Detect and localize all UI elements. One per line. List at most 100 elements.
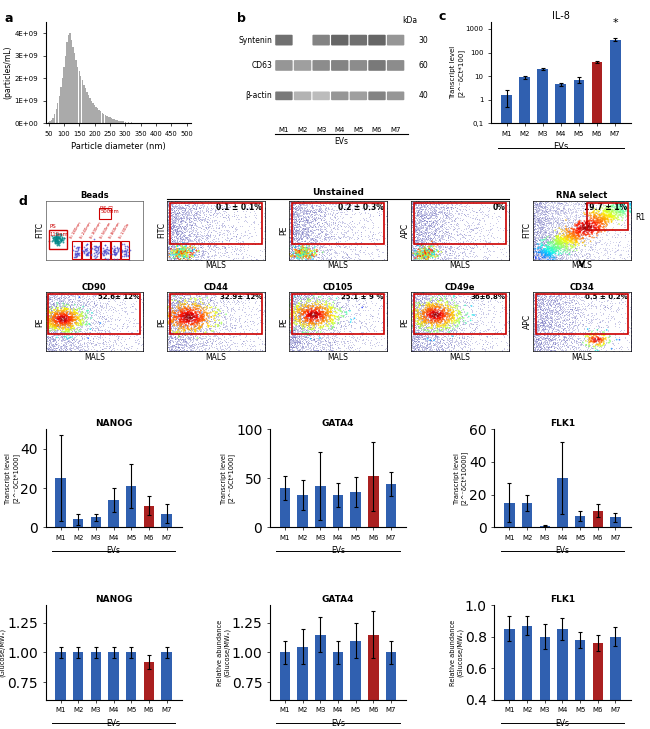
Point	[167, 246, 177, 258]
Point	[49, 321, 60, 332]
Point	[322, 202, 333, 214]
Point	[209, 316, 220, 328]
Point	[415, 229, 426, 241]
Point	[315, 343, 326, 354]
Point	[288, 295, 298, 306]
Point	[609, 201, 619, 213]
Point	[230, 200, 240, 211]
Point	[429, 314, 439, 326]
Point	[570, 241, 580, 252]
Point	[503, 338, 514, 350]
Point	[428, 317, 439, 329]
Point	[218, 295, 229, 307]
Point	[57, 324, 67, 336]
Point	[204, 342, 214, 354]
Point	[534, 217, 545, 229]
Point	[528, 226, 539, 238]
Point	[168, 252, 178, 264]
Point	[424, 343, 435, 355]
Point	[437, 289, 448, 300]
Point	[406, 217, 417, 228]
Point	[545, 249, 556, 260]
Point	[362, 321, 372, 333]
Point	[309, 330, 320, 342]
Point	[196, 296, 207, 308]
Point	[200, 195, 211, 207]
Point	[175, 311, 185, 323]
Point	[42, 309, 52, 321]
Point	[47, 319, 57, 330]
Point	[374, 208, 384, 220]
Point	[182, 314, 192, 326]
Point	[315, 308, 326, 320]
Point	[207, 342, 218, 354]
Point	[172, 338, 183, 349]
Point	[305, 309, 315, 321]
Point	[246, 309, 257, 321]
Point	[138, 305, 148, 316]
Point	[475, 202, 486, 214]
Point	[450, 317, 460, 329]
Point	[417, 201, 427, 213]
Point	[440, 300, 450, 312]
Point	[179, 252, 190, 264]
Point	[46, 293, 57, 305]
Point	[190, 230, 201, 242]
Point	[417, 233, 427, 244]
Point	[465, 291, 475, 303]
Point	[530, 240, 540, 252]
Point	[42, 307, 53, 319]
Point	[548, 241, 558, 253]
Point	[382, 288, 392, 300]
Point	[172, 321, 183, 333]
Point	[285, 203, 295, 214]
Point	[411, 309, 421, 321]
Point	[214, 221, 224, 233]
Point	[65, 327, 75, 339]
Point	[348, 253, 359, 265]
Point	[60, 330, 70, 342]
Point	[192, 211, 202, 222]
Point	[532, 290, 543, 302]
Point	[166, 332, 177, 344]
Point	[413, 321, 423, 332]
Point	[333, 342, 344, 354]
Point	[529, 233, 539, 244]
Point	[555, 301, 566, 313]
Point	[545, 212, 556, 224]
Point	[175, 315, 185, 327]
Point	[421, 248, 431, 260]
Point	[198, 248, 209, 260]
Point	[168, 237, 178, 249]
Point	[314, 208, 324, 219]
Point	[227, 321, 237, 332]
Point	[380, 343, 390, 355]
Point	[285, 213, 295, 225]
Point	[607, 236, 618, 248]
Point	[625, 221, 636, 233]
Point	[412, 207, 423, 219]
Point	[415, 303, 425, 314]
Point	[73, 248, 84, 260]
Point	[571, 230, 581, 242]
Point	[434, 333, 444, 345]
Point	[218, 318, 228, 330]
Point	[63, 323, 73, 335]
Point	[382, 306, 392, 318]
Point	[287, 227, 298, 239]
Point	[503, 308, 514, 320]
Point	[315, 291, 326, 303]
Point	[292, 328, 303, 340]
Point	[591, 217, 601, 228]
Point	[51, 303, 62, 315]
Point	[416, 196, 426, 208]
Point	[382, 346, 392, 357]
Point	[564, 244, 575, 256]
Point	[259, 292, 269, 303]
Point	[162, 214, 173, 226]
Point	[549, 244, 559, 256]
Point	[319, 315, 330, 327]
Point	[341, 335, 352, 346]
Point	[452, 308, 462, 319]
Point	[53, 237, 64, 249]
